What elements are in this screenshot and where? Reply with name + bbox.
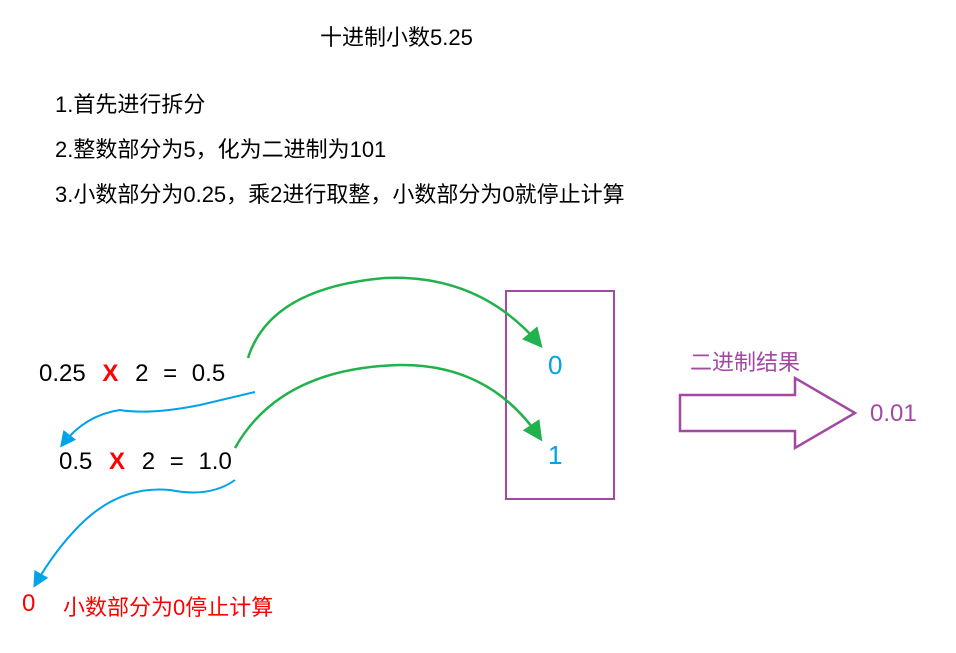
equation-row-1: 0.25 X 2 = 0.5 — [35, 360, 229, 388]
binary-digit-1: 1 — [548, 440, 562, 471]
eq2-rhs: 1.0 — [198, 448, 231, 475]
stop-explanation: 小数部分为0停止计算 — [63, 590, 273, 622]
eq1-lhs: 0.25 — [39, 360, 86, 387]
eq2-mult: 2 — [142, 448, 155, 475]
step-3: 3.小数部分为0.25，乘2进行取整，小数部分为0就停止计算 — [55, 175, 625, 215]
step-2: 2.整数部分为5，化为二进制为101 — [55, 130, 386, 170]
eq1-eq: = — [163, 360, 177, 387]
green-arrow-1 — [248, 278, 540, 358]
blue-carry-arrow-2 — [35, 480, 235, 585]
binary-digit-0: 0 — [548, 350, 562, 381]
eq2-eq: = — [170, 448, 184, 475]
eq1-rhs: 0.5 — [192, 360, 225, 387]
page-title: 十进制小数5.25 — [320, 20, 473, 52]
binary-result-label: 二进制结果 — [690, 345, 800, 377]
stop-zero: 0 — [22, 590, 35, 618]
eq1-op: X — [102, 360, 118, 387]
eq2-op: X — [109, 448, 125, 475]
step-1: 1.首先进行拆分 — [55, 85, 205, 125]
green-arrow-2 — [235, 365, 540, 448]
final-binary-result: 0.01 — [870, 400, 917, 428]
eq2-lhs: 0.5 — [59, 448, 92, 475]
blue-carry-arrow-1 — [62, 392, 255, 445]
equation-row-2: 0.5 X 2 = 1.0 — [55, 448, 236, 476]
eq1-mult: 2 — [135, 360, 148, 387]
big-result-arrow — [680, 378, 855, 448]
